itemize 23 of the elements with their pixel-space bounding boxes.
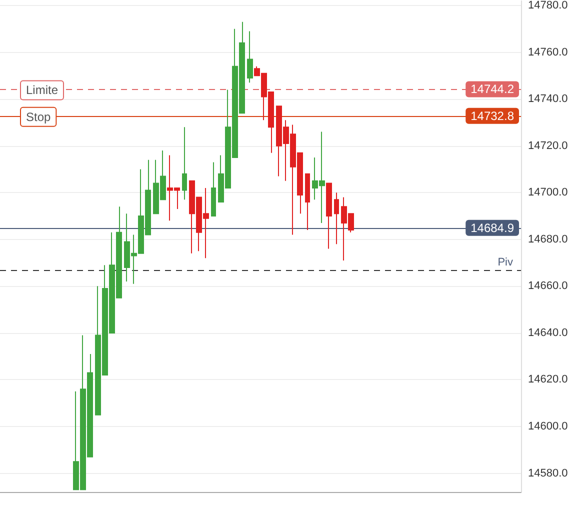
y-tick-label: 14700.0 — [528, 186, 568, 199]
ref-line-label: 14684.9 — [470, 220, 514, 235]
y-tick-label: 14740.0 — [528, 93, 568, 106]
ref-line-label: 14732.8 — [470, 108, 514, 123]
ref-line-label: Piv — [498, 256, 514, 268]
ref-line-label: 14744.2 — [470, 82, 514, 96]
candlestick — [334, 192, 339, 245]
candlestick — [326, 182, 332, 250]
y-tick-label: 14660.0 — [528, 280, 568, 292]
y-tick-label: 14720.0 — [528, 140, 568, 152]
candlestick — [182, 126, 187, 200]
candlestick — [211, 162, 216, 217]
y-tick-label: 14580.0 — [528, 467, 568, 480]
y-tick-label: 14780.0 — [528, 0, 568, 12]
y-tick-label: 14640.0 — [528, 326, 568, 339]
annotation: Limite — [26, 83, 58, 98]
annotation: Stop — [26, 110, 52, 124]
y-tick-label: 14760.0 — [528, 46, 568, 58]
y-tick-label: 14620.0 — [528, 374, 568, 386]
y-tick-label: 14680.0 — [528, 233, 568, 246]
candlestick — [305, 173, 310, 231]
candlestick — [247, 30, 253, 84]
y-tick-label: 14600.0 — [528, 420, 568, 433]
